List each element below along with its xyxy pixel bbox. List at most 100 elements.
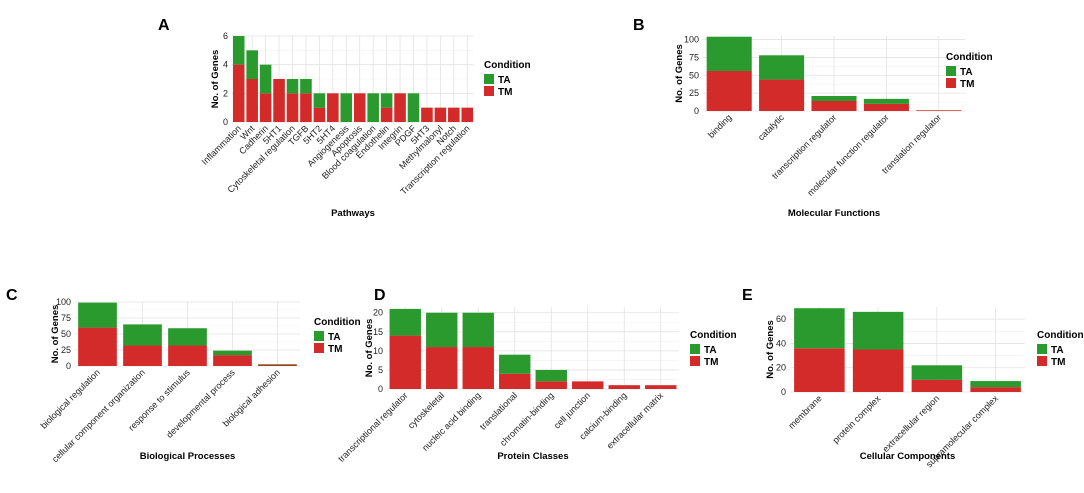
- y-tick-label: 2: [223, 88, 228, 98]
- panel-letter: D: [374, 287, 386, 304]
- legend-title: Condition: [314, 317, 361, 328]
- x-tick-label: Inflammation: [200, 123, 244, 167]
- bar-ta-cytoskeletal: [426, 312, 458, 348]
- panel-letter: B: [633, 17, 645, 34]
- x-axis-title: Molecular Functions: [788, 208, 880, 219]
- bar-tm-transcriptional-regulator: [389, 335, 421, 389]
- x-tick-label: cellular component organization: [50, 367, 147, 464]
- bar-ta-transcription-regulator: [811, 96, 857, 101]
- bar-tm-calcium-binding: [608, 385, 640, 389]
- y-tick-label: 0: [694, 106, 699, 116]
- y-tick-label: 50: [689, 70, 699, 80]
- y-tick-label: 10: [373, 346, 383, 356]
- legend-swatch-tm: [1037, 356, 1047, 366]
- legend-label-tm: TM: [498, 87, 512, 98]
- y-tick-label: 60: [776, 314, 786, 324]
- bar-tm-binding: [706, 71, 752, 111]
- bar-tm-inflammation: [232, 64, 245, 122]
- bar-tm-5ht2: [313, 107, 326, 122]
- legend-swatch-ta: [1037, 344, 1047, 354]
- y-tick-label: 0: [66, 361, 71, 371]
- bar-ta-biological-adhesion: [258, 364, 297, 365]
- bar-ta-extracellular-region: [911, 365, 963, 380]
- bar-tm-cell-junction: [572, 381, 604, 389]
- bar-ta-nucleic-acid-binding: [462, 312, 494, 348]
- bar-tm-biological-regulation: [78, 327, 117, 366]
- y-tick-label: 100: [684, 35, 699, 45]
- bar-ta-molecular-function-regulator: [863, 98, 909, 104]
- bar-tm-apoptosis: [353, 93, 366, 122]
- y-tick-label: 0: [223, 117, 228, 127]
- bar-tm-translation-regulator: [916, 110, 962, 111]
- bar-tm-transcription-regulation: [461, 107, 474, 122]
- legend-label-ta: TA: [960, 67, 973, 78]
- x-tick-label: catalytic: [756, 112, 786, 142]
- y-tick-label: 75: [689, 52, 699, 62]
- bar-tm-5ht3: [421, 107, 433, 122]
- bar-tm-translational: [499, 373, 531, 389]
- bar-ta-protein-complex: [852, 311, 904, 350]
- legend-label-tm: TM: [704, 357, 718, 368]
- y-tick-label: 20: [373, 308, 383, 318]
- legend-label-tm: TM: [328, 344, 342, 355]
- legend-label-ta: TA: [328, 332, 341, 343]
- bar-ta-developmental-process: [213, 350, 252, 356]
- bar-ta-inflammation: [232, 36, 245, 65]
- legend-swatch-tm: [946, 78, 956, 88]
- bar-tm-molecular-function-regulator: [863, 103, 909, 111]
- bar-ta-cytoskeletal-regulation: [286, 79, 299, 94]
- bar-tm-cellular-component-organization: [123, 345, 162, 366]
- legend-swatch-tm: [690, 356, 700, 366]
- legend-swatch-ta: [690, 344, 700, 354]
- y-axis-title: No. of Genes: [765, 320, 776, 379]
- bar-tm-developmental-process: [213, 355, 252, 366]
- legend-swatch-ta: [484, 74, 494, 84]
- bar-ta-wnt: [246, 50, 258, 79]
- legend-label-tm: TM: [960, 79, 974, 90]
- legend-label-tm: TM: [1051, 357, 1065, 368]
- bar-tm-tgfb: [300, 93, 312, 122]
- y-tick-label: 100: [56, 297, 71, 307]
- y-tick-label: 25: [61, 345, 71, 355]
- bar-tm-methylmalonyl: [434, 107, 447, 122]
- legend-title: Condition: [946, 52, 993, 63]
- bar-ta-5ht2: [313, 93, 326, 108]
- bar-ta-chromatin-binding: [535, 369, 567, 382]
- bar-tm-5ht1: [273, 79, 285, 122]
- y-tick-label: 50: [61, 329, 71, 339]
- bar-ta-tgfb: [300, 79, 312, 94]
- panel-letter: E: [742, 287, 753, 304]
- x-tick-label: extracellular region: [880, 393, 941, 454]
- panel-letter: C: [6, 287, 18, 304]
- bar-tm-nucleic-acid-binding: [462, 347, 494, 389]
- legend-label-ta: TA: [704, 345, 717, 356]
- y-tick-label: 0: [378, 384, 383, 394]
- y-tick-label: 40: [776, 338, 786, 348]
- y-axis-title: No. of Genes: [50, 305, 61, 364]
- panel-a: A0246InflammationWntCadherin5HT1Cytoskel…: [158, 17, 531, 219]
- bar-ta-pdgf: [407, 93, 420, 122]
- bar-tm-supramolecular-complex: [970, 387, 1021, 392]
- y-axis-title: No. of Genes: [674, 44, 685, 103]
- legend-label-ta: TA: [1051, 345, 1064, 356]
- bar-ta-cellular-component-organization: [123, 324, 162, 346]
- legend-title: Condition: [690, 330, 737, 341]
- panel-e: E 0 20 40 60 membrane protein complexextracell…: [742, 287, 1084, 469]
- bar-tm-biological-adhesion: [258, 364, 297, 366]
- x-tick-label: translation regulator: [880, 112, 943, 175]
- y-tick-label: 5: [378, 365, 383, 375]
- bar-ta-translational: [499, 354, 531, 374]
- x-tick-label: protein complex: [831, 393, 883, 445]
- x-axis-title: Biological Processes: [140, 451, 236, 462]
- bar-tm-catalytic: [759, 79, 805, 111]
- bar-ta-transcriptional-regulator: [389, 308, 421, 336]
- y-tick-label: 4: [223, 60, 228, 70]
- bar-tm-cytoskeletal: [426, 347, 458, 389]
- bar-tm-extracellular-matrix: [645, 385, 677, 389]
- bar-ta-membrane: [794, 308, 845, 349]
